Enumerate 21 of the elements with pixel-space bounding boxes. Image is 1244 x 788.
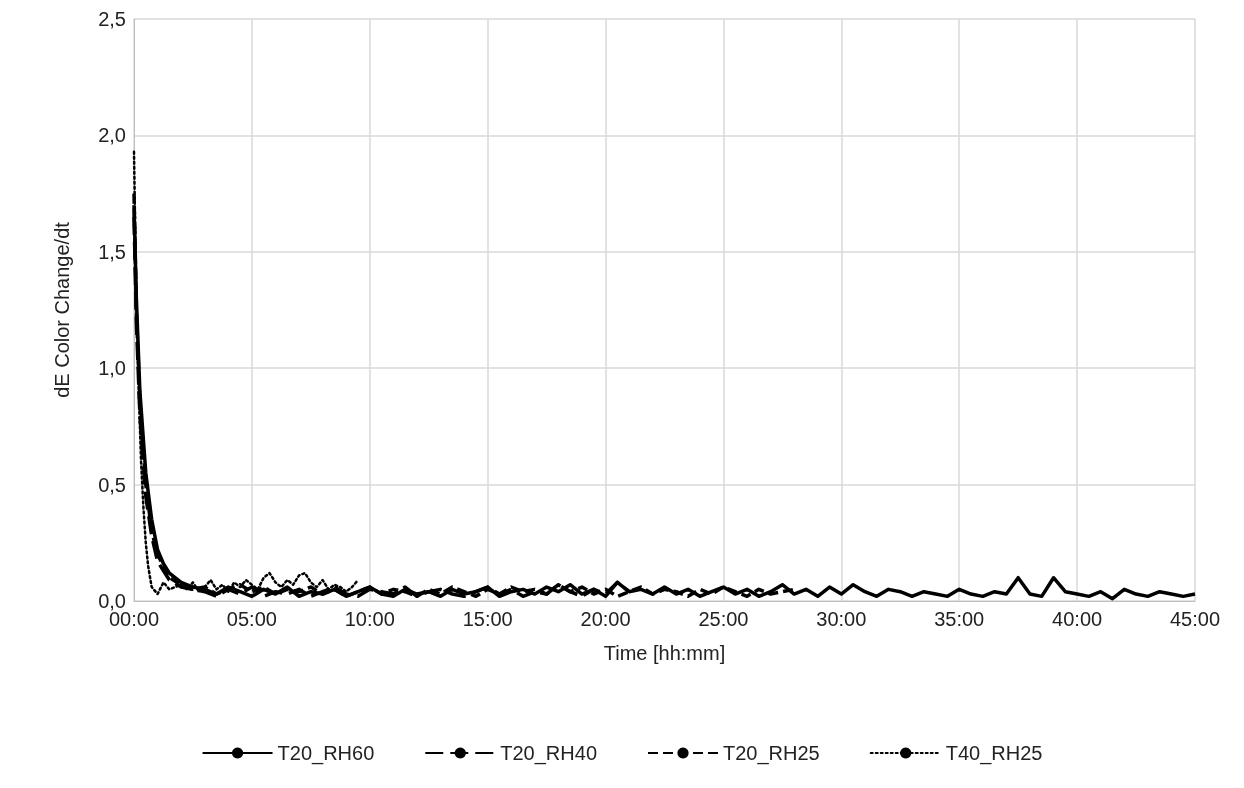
y-axis-title: dE Color Change/dt xyxy=(51,221,73,398)
x-tick-label: 20:00 xyxy=(580,608,631,630)
y-tick-label: 0,0 xyxy=(98,590,126,612)
y-tick-label: 2,5 xyxy=(98,8,126,30)
y-tick-label: 1,5 xyxy=(98,240,126,263)
y-tick-label: 1,0 xyxy=(98,357,126,380)
x-tick-label: 35:00 xyxy=(934,608,985,630)
x-tick-label: 15:00 xyxy=(462,608,513,630)
x-tick-label: 45:00 xyxy=(1169,608,1221,630)
x-axis-title: Time [hh:mm] xyxy=(603,642,726,664)
x-tick-label: 30:00 xyxy=(816,608,867,630)
y-tick-label: 2,0 xyxy=(98,124,126,147)
legend-label: T20_RH25 xyxy=(723,742,820,765)
legend-label: T20_RH60 xyxy=(277,742,375,765)
x-tick-label: 25:00 xyxy=(698,608,749,630)
x-tick-label: 10:00 xyxy=(344,608,395,630)
x-tick-label: 40:00 xyxy=(1052,608,1103,630)
legend-label: T40_RH25 xyxy=(945,742,1043,765)
legend-label: T20_RH40 xyxy=(500,742,597,765)
x-tick-label: 05:00 xyxy=(226,608,277,630)
y-tick-label: 0,5 xyxy=(98,473,126,496)
